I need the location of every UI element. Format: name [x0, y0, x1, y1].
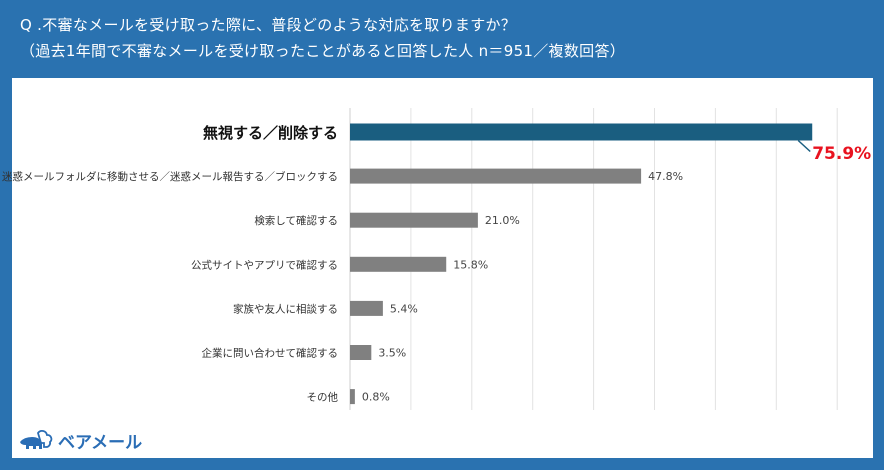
bear-cloud-logo-icon [20, 429, 53, 449]
data-label: 75.9% [812, 144, 871, 164]
data-label: 0.8% [362, 391, 390, 404]
category-label: 検索して確認する [254, 214, 338, 227]
leader-line [797, 139, 811, 153]
bar [350, 256, 447, 272]
chart-question: Q .不審なメールを受け取った際に、普段どのような対応を取りますか？ [20, 16, 517, 34]
category-label: 公式サイトやアプリで確認する [191, 258, 338, 271]
bar [350, 123, 813, 141]
data-label: 47.8% [648, 170, 683, 183]
data-label: 3.5% [378, 347, 406, 360]
category-label: 迷惑メールフォルダに移動させる／迷惑メール報告する／ブロックする [2, 170, 338, 183]
brand-name: ベアメール [58, 433, 143, 453]
category-label: 企業に問い合わせて確認する [202, 347, 339, 360]
bar [350, 389, 355, 405]
data-label: 21.0% [485, 214, 520, 227]
chart-subtitle: （過去1年間で不審なメールを受け取ったことがあると回答した人 n＝951／複数回… [20, 42, 626, 60]
bar [350, 300, 383, 316]
data-label: 5.4% [390, 302, 418, 315]
data-label: 15.8% [453, 258, 488, 271]
bar [350, 168, 642, 184]
category-label: その他 [307, 391, 339, 404]
brand-logo: ベアメール [18, 428, 142, 453]
bar [350, 212, 478, 228]
bar [350, 345, 372, 360]
category-label: 無視する／削除する [203, 124, 338, 142]
category-label: 家族や友人に相談する [233, 302, 338, 315]
